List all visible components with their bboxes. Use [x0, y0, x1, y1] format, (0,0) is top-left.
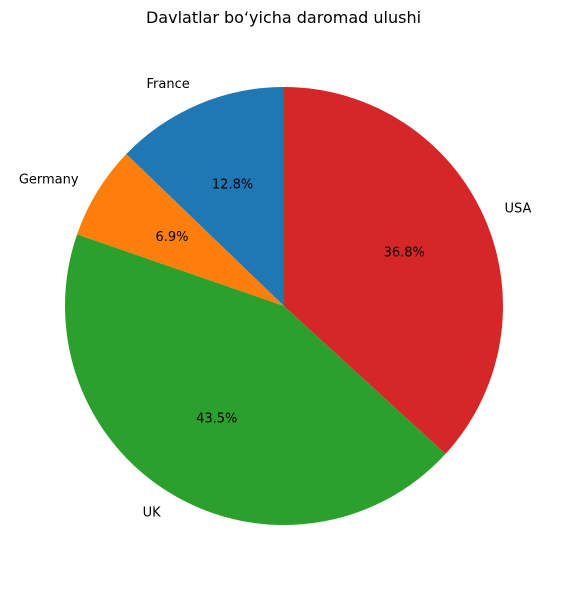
- pie-slice-usa: [284, 87, 504, 454]
- chart-title: Davlatlar bo‘yicha daromad ulushi: [145, 8, 422, 27]
- pie-slice-uk: [64, 234, 446, 526]
- pie-value-label-france: 12.8%: [212, 178, 253, 193]
- pie-slice-france: [126, 87, 284, 306]
- pie-category-label-germany: Germany: [19, 173, 79, 188]
- pie-category-label-uk: UK: [143, 505, 162, 520]
- pie-value-label-germany: 6.9%: [155, 230, 188, 245]
- pie-category-label-france: France: [146, 77, 189, 92]
- pie-category-label-usa: USA: [504, 201, 531, 216]
- pie-slice-germany: [77, 154, 284, 306]
- pie-slices: [64, 87, 504, 526]
- pie-value-label-uk: 43.5%: [196, 411, 237, 426]
- pie-labels: 12.8% France 6.9% Germany 43.5% UK 36.8% USA: [19, 77, 532, 521]
- pie-value-label-usa: 36.8%: [384, 246, 425, 261]
